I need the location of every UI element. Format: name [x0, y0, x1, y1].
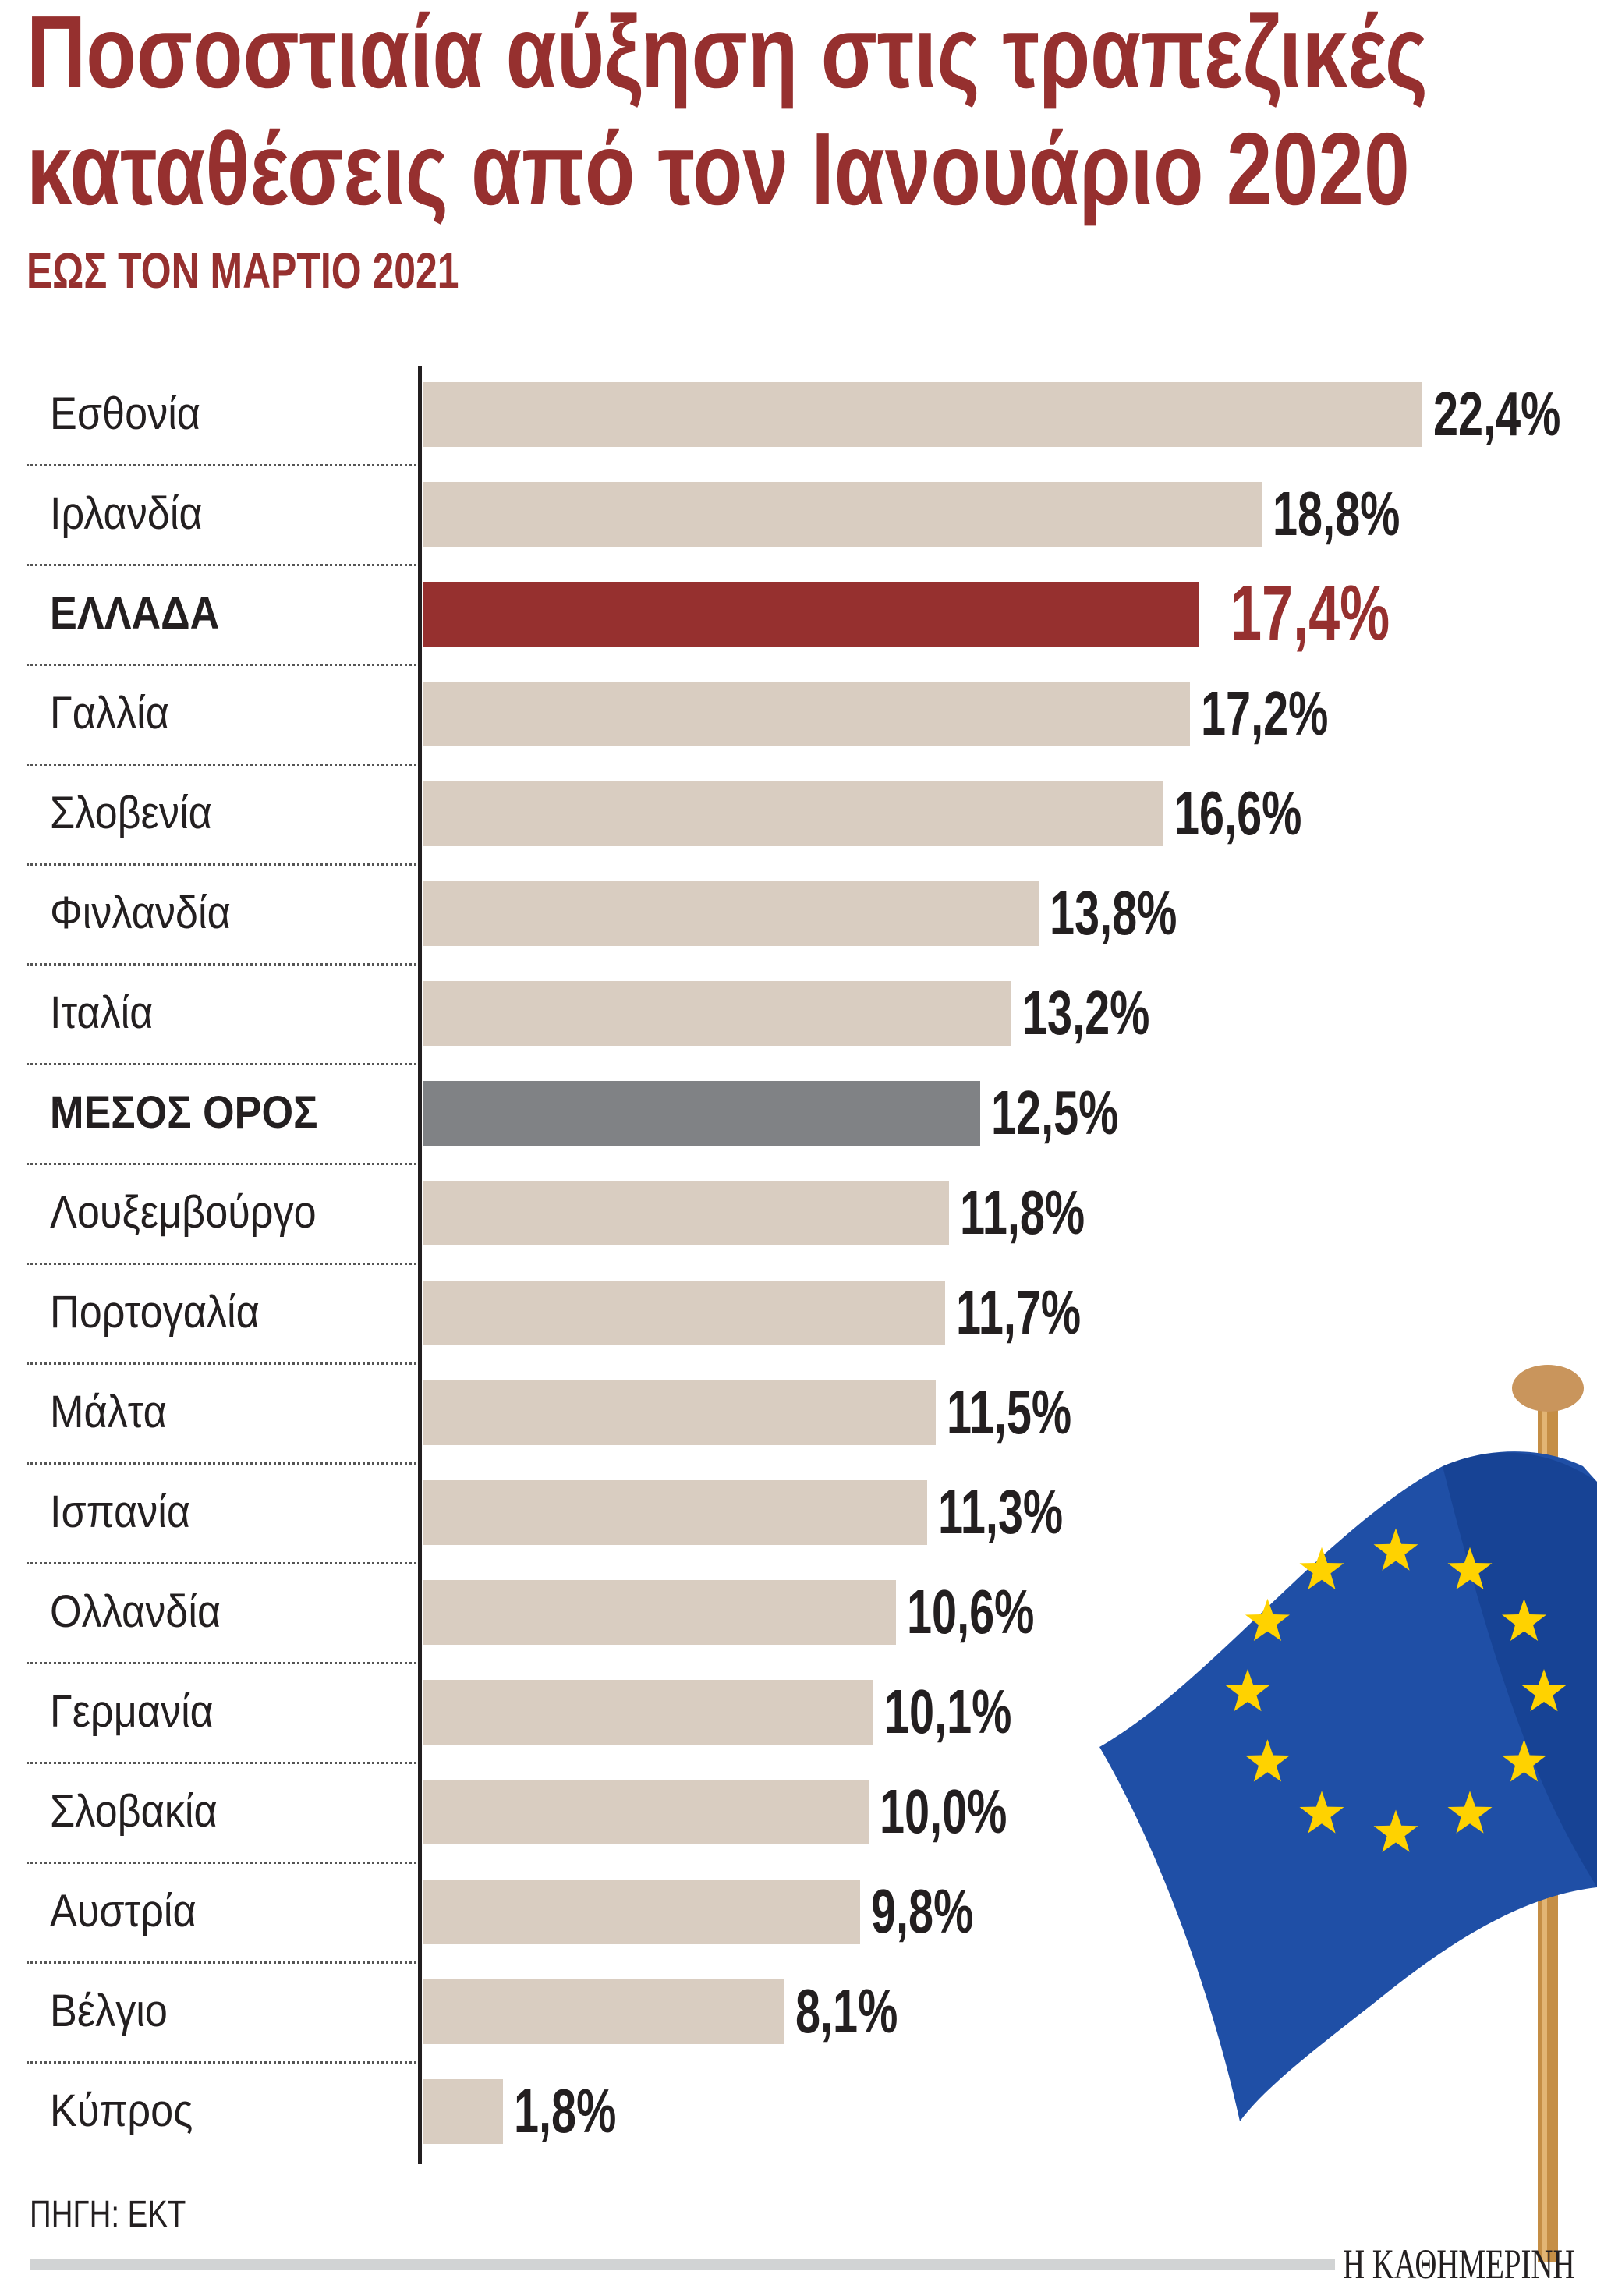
data-label: 10,6% — [906, 1577, 1034, 1646]
bar — [423, 581, 1199, 647]
data-label: 22,4% — [1433, 379, 1561, 448]
row-separator — [27, 963, 416, 966]
category-label: Σλοβακία — [50, 1786, 218, 1837]
row-separator — [27, 1263, 416, 1265]
category-label: Γαλλία — [50, 688, 169, 739]
flag-star — [1373, 1528, 1418, 1571]
footer-rule — [30, 2259, 1335, 2270]
flag-star — [1245, 1739, 1290, 1782]
data-label: 1,8% — [514, 2076, 617, 2145]
row-separator — [27, 1662, 416, 1664]
flag-star — [1521, 1669, 1567, 1712]
chart-subtitle: ΕΩΣ ΤΟΝ ΜΑΡΤΙΟ 2021 — [27, 243, 459, 299]
data-label: 10,1% — [884, 1677, 1012, 1746]
row-separator — [27, 1862, 416, 1864]
bar — [423, 381, 1422, 447]
flag-star — [1447, 1547, 1493, 1589]
chart-title-line-2: καταθέσεις από τον Ιανουάριο 2020 — [27, 112, 1410, 226]
row-separator — [27, 564, 416, 566]
category-label: Φινλανδία — [50, 888, 231, 938]
flag-star — [1299, 1791, 1344, 1834]
bar — [423, 1380, 937, 1445]
bar — [423, 1180, 950, 1245]
category-label: Ισπανία — [50, 1486, 191, 1537]
row-separator — [27, 1163, 416, 1165]
data-label: 10,0% — [880, 1777, 1007, 1846]
bar — [423, 781, 1164, 846]
publisher-logo: Η ΚΑΘΗΜΕΡΙΝΗ — [1343, 2241, 1575, 2287]
data-label: 13,2% — [1022, 978, 1150, 1047]
flag-star — [1245, 1598, 1290, 1641]
category-label: Ιταλία — [50, 987, 154, 1038]
category-label: Λουξεμβούργο — [50, 1187, 317, 1238]
bar — [423, 1679, 874, 1745]
row-separator — [27, 1462, 416, 1465]
bar — [423, 1779, 869, 1844]
source-note: ΠΗΓΗ: ΕΚΤ — [30, 2194, 186, 2235]
data-label: 11,8% — [960, 1178, 1085, 1247]
row-separator — [27, 664, 416, 666]
flag-star — [1447, 1791, 1493, 1834]
flag-star — [1299, 1547, 1344, 1589]
data-label: 18,8% — [1272, 479, 1400, 548]
category-label: Εσθονία — [50, 388, 200, 439]
category-label: Πορτογαλία — [50, 1287, 260, 1338]
bar — [423, 1080, 981, 1146]
flag-star — [1225, 1669, 1270, 1712]
bar — [423, 1579, 896, 1645]
row-separator — [27, 764, 416, 766]
category-label: Κύπρος — [50, 2085, 193, 2136]
data-label: 9,8% — [870, 1876, 974, 1946]
bar — [423, 1979, 784, 2044]
category-label: ΜΕΣΟΣ ΟΡΟΣ — [50, 1087, 318, 1138]
row-separator — [27, 1063, 416, 1065]
data-label: 13,8% — [1049, 878, 1177, 948]
row-separator — [27, 2061, 416, 2064]
bar — [423, 980, 1012, 1046]
bar — [423, 481, 1262, 547]
row-separator — [27, 1961, 416, 1964]
flag-star — [1502, 1739, 1547, 1782]
category-label: Σλοβενία — [50, 788, 212, 838]
category-label: ΕΛΛΑΔΑ — [50, 588, 220, 639]
category-label: Ιρλανδία — [50, 488, 203, 539]
data-label: 17,2% — [1201, 679, 1329, 748]
flag-star — [1373, 1809, 1418, 1852]
row-separator — [27, 1362, 416, 1365]
row-separator — [27, 863, 416, 866]
bar — [423, 880, 1039, 946]
y-axis-line — [418, 366, 422, 2164]
data-label: 8,1% — [795, 1976, 898, 2046]
row-separator — [27, 464, 416, 466]
row-separator — [27, 1562, 416, 1564]
data-label: 17,4% — [1230, 569, 1390, 657]
bar — [423, 681, 1191, 746]
flag-star — [1502, 1598, 1547, 1641]
bar — [423, 1280, 945, 1345]
row-separator — [27, 1762, 416, 1764]
data-label: 11,3% — [937, 1477, 1063, 1547]
category-label: Ολλανδία — [50, 1586, 221, 1637]
category-label: Γερμανία — [50, 1686, 214, 1737]
bar — [423, 1879, 860, 1944]
data-label: 16,6% — [1174, 778, 1302, 848]
category-label: Βέλγιο — [50, 1986, 168, 2036]
category-label: Αυστρία — [50, 1886, 197, 1936]
category-label: Μάλτα — [50, 1387, 167, 1437]
bar — [423, 2078, 504, 2144]
eu-flag-icon — [1099, 1365, 1597, 2262]
bar — [423, 1479, 927, 1545]
data-label: 11,7% — [955, 1277, 1081, 1347]
chart-title-line-1: Ποσοστιαία αύξηση στις τραπεζικές — [27, 0, 1428, 109]
data-label: 11,5% — [947, 1377, 1072, 1447]
data-label: 12,5% — [991, 1078, 1119, 1147]
